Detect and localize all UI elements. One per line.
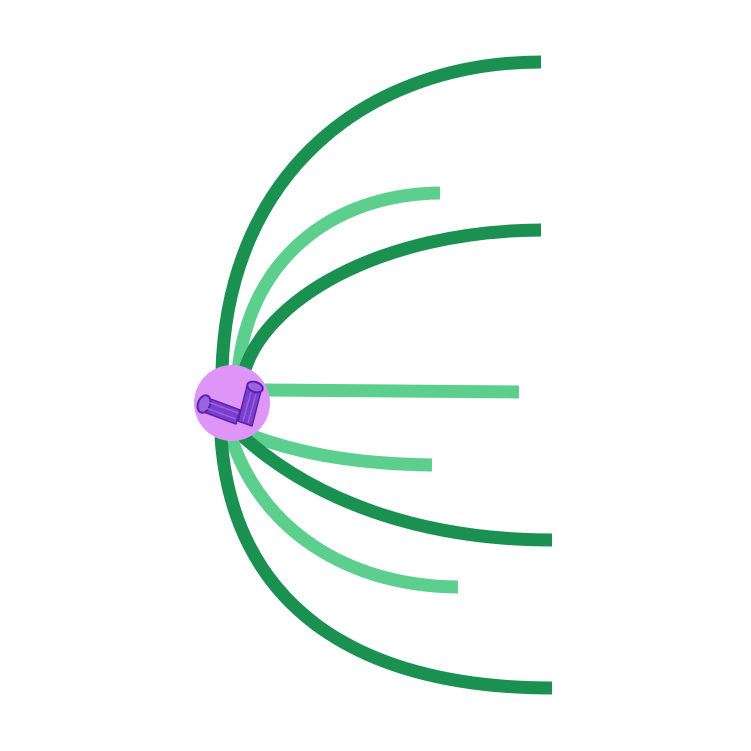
polar-fiber-4 [225,437,459,594]
centriole-2-stripe [242,391,252,422]
centriole-1 [196,394,241,425]
kinetochore-fiber-1 [215,55,542,371]
centrosome [194,365,270,441]
microtubule-fibers [214,55,553,695]
polar-fiber-2 [264,383,520,399]
polar-fiber-1 [231,186,441,373]
centriole-2 [237,380,264,427]
kinetochore-fiber-3 [235,429,553,547]
centriole-1-stripe [207,401,239,414]
centriole-2-end [246,380,264,394]
kinetochore-fiber-4 [214,436,553,695]
polar-fiber-3 [239,425,433,472]
kinetochore-fiber-2 [236,223,542,378]
centriole-2-stripe [247,393,257,424]
centriole-1-stripe [205,407,237,420]
